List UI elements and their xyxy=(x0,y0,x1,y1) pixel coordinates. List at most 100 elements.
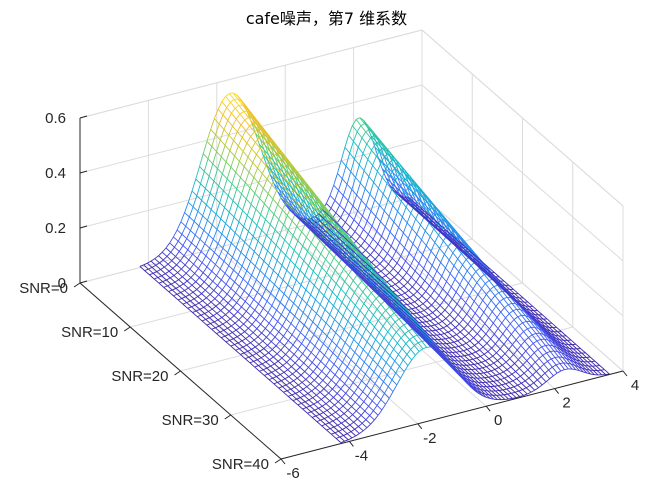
mesh-segment xyxy=(292,335,297,339)
mesh-segment xyxy=(229,135,234,140)
mesh-segment xyxy=(349,281,353,287)
mesh-segment xyxy=(383,326,388,332)
mesh-segment xyxy=(248,349,252,351)
mesh-segment xyxy=(189,292,193,294)
mesh-segment xyxy=(194,221,199,225)
mesh-segment xyxy=(346,294,351,299)
mesh-segment xyxy=(236,248,241,253)
mesh-segment xyxy=(225,135,229,145)
mesh-segment xyxy=(174,247,179,251)
mesh-segment xyxy=(220,140,225,145)
mesh-segment xyxy=(365,309,369,316)
mesh-segment xyxy=(222,174,227,179)
mesh-segment xyxy=(358,427,363,431)
mesh-segment xyxy=(170,243,175,247)
mesh-segment xyxy=(210,239,214,248)
mesh-segment xyxy=(305,275,310,280)
mesh-segment xyxy=(199,278,204,282)
mesh-segment xyxy=(218,234,222,244)
mesh-segment xyxy=(167,252,171,256)
mesh-segment xyxy=(367,138,371,144)
mesh-segment xyxy=(352,313,357,318)
mesh-segment xyxy=(267,225,271,236)
mesh-segment xyxy=(507,367,511,370)
mesh-segment xyxy=(418,343,423,349)
mesh-segment xyxy=(306,290,311,295)
mesh-segment xyxy=(483,294,487,300)
mesh-segment xyxy=(263,301,267,308)
mesh-segment xyxy=(377,405,382,410)
mesh-segment xyxy=(334,297,338,306)
mesh-segment xyxy=(476,268,480,271)
mesh-segment xyxy=(171,252,176,256)
mesh-segment xyxy=(164,286,168,288)
mesh-segment xyxy=(296,321,300,328)
mesh-segment xyxy=(314,376,318,380)
mesh-segment xyxy=(282,387,287,391)
mesh-segment xyxy=(288,395,292,396)
mesh-segment xyxy=(298,299,302,308)
mesh-segment xyxy=(380,345,385,350)
mesh-segment xyxy=(386,356,390,363)
mesh-segment xyxy=(305,400,309,402)
mesh-segment xyxy=(368,293,372,298)
mesh-segment xyxy=(284,370,288,373)
mesh-segment xyxy=(364,304,369,310)
mesh-segment xyxy=(181,269,186,273)
mesh-segment xyxy=(263,188,268,193)
mesh-segment xyxy=(437,314,441,317)
mesh-segment xyxy=(240,111,244,114)
mesh-segment xyxy=(231,113,236,119)
mesh-segment xyxy=(203,154,208,159)
mesh-segment xyxy=(328,278,332,287)
mesh-segment xyxy=(220,269,225,273)
mesh-segment xyxy=(455,272,459,280)
mesh-segment xyxy=(236,161,240,172)
mesh-segment xyxy=(230,102,235,108)
mesh-segment xyxy=(204,230,209,234)
mesh-segment xyxy=(183,281,187,284)
mesh-segment xyxy=(182,298,187,302)
mesh-segment xyxy=(543,353,547,355)
mesh-segment xyxy=(536,368,540,372)
mesh-segment xyxy=(232,172,236,184)
mesh-segment xyxy=(249,336,254,340)
mesh-segment xyxy=(266,337,271,341)
mesh-segment xyxy=(343,362,348,367)
mesh-segment xyxy=(369,401,373,406)
mesh-segment xyxy=(343,406,348,410)
mesh-segment xyxy=(307,384,311,387)
mesh-segment xyxy=(341,350,346,355)
mesh-segment xyxy=(255,183,259,193)
mesh-segment xyxy=(337,289,341,297)
mesh-segment xyxy=(445,338,449,339)
mesh-segment xyxy=(392,380,397,385)
mesh-segment xyxy=(257,225,262,230)
mesh-segment xyxy=(272,298,276,306)
mesh-segment xyxy=(140,265,144,267)
mesh-segment xyxy=(391,237,395,246)
mesh-segment xyxy=(525,378,529,381)
mesh-segment xyxy=(361,189,365,201)
mesh-segment xyxy=(403,354,407,360)
mesh-segment xyxy=(313,395,317,398)
mesh-segment xyxy=(358,337,362,345)
mesh-segment xyxy=(221,145,225,156)
mesh-segment xyxy=(306,379,311,383)
mesh-segment xyxy=(258,304,263,308)
mesh-segment xyxy=(296,270,300,280)
mesh-segment xyxy=(360,350,364,358)
mesh-segment xyxy=(252,149,257,155)
mesh-segment xyxy=(412,355,416,360)
mesh-segment xyxy=(169,271,174,275)
mesh-segment xyxy=(225,315,230,319)
mesh-segment xyxy=(261,204,265,215)
mesh-segment xyxy=(284,294,289,299)
mesh-segment xyxy=(317,361,321,367)
mesh-segment xyxy=(340,416,345,420)
mesh-segment xyxy=(303,304,307,313)
mesh-segment xyxy=(498,385,502,386)
mesh-segment xyxy=(532,362,536,366)
mesh-segment xyxy=(350,398,355,402)
mesh-segment xyxy=(242,341,247,345)
